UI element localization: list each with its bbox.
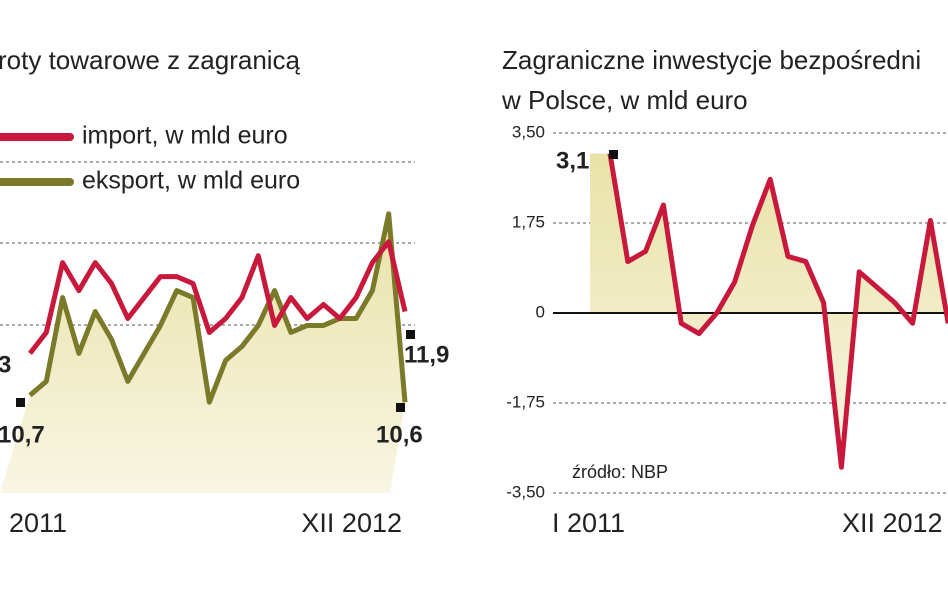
chart-title: roty towarowe z zagranicą [0, 45, 301, 75]
marker [406, 330, 415, 339]
chart-title: w Polsce, w mld euro [501, 85, 748, 115]
y-tick-label: -1,75 [506, 392, 545, 411]
legend-label: eksport, w mld euro [82, 167, 300, 195]
x-label: I 2011 [0, 508, 67, 538]
marker [609, 150, 618, 159]
annotation: 3 [0, 351, 11, 378]
y-tick-label: 0 [536, 302, 545, 321]
y-tick-label: 3,50 [512, 122, 545, 141]
marker [396, 403, 405, 412]
series-line [28, 239, 408, 355]
area-fill [0, 213, 405, 493]
marker [16, 398, 25, 407]
annotation: 10,7 [0, 421, 45, 448]
x-label: XII 2012 [301, 508, 402, 538]
y-tick-label: -3,50 [506, 482, 545, 501]
chart-title: Zagraniczne inwestycje bezpośredni [502, 45, 921, 75]
area-fill [590, 153, 948, 468]
source: źródło: NBP [572, 462, 668, 482]
annotation: 10,6 [376, 421, 423, 448]
series-line [607, 153, 948, 470]
x-label: I 2011 [552, 508, 625, 538]
x-label: XII 2012 [842, 508, 943, 538]
legend-label: import, w mld euro [82, 122, 288, 150]
annotation: 3,1 [556, 147, 589, 174]
y-tick-label: 1,75 [512, 212, 545, 231]
annotation: 11,9 [404, 341, 449, 368]
